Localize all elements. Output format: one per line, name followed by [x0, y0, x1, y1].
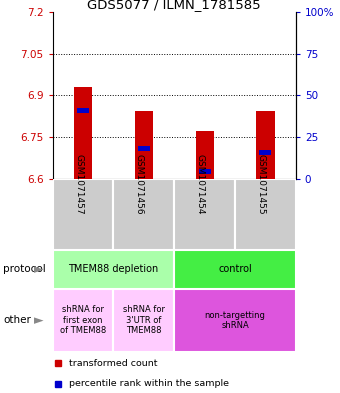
- Bar: [53, 250, 174, 289]
- Bar: [77, 108, 89, 113]
- Text: GSM1071456: GSM1071456: [135, 154, 144, 215]
- Bar: [138, 146, 150, 151]
- Text: control: control: [218, 264, 252, 274]
- Title: GDS5077 / ILMN_1781585: GDS5077 / ILMN_1781585: [87, 0, 261, 11]
- Bar: [195, 132, 214, 179]
- Bar: [135, 110, 153, 179]
- Text: non-targetting
shRNA: non-targetting shRNA: [205, 310, 266, 330]
- Text: ►: ►: [34, 263, 44, 276]
- Text: ►: ►: [34, 314, 44, 327]
- Text: other: other: [3, 315, 31, 325]
- Bar: [114, 289, 174, 352]
- Text: protocol: protocol: [3, 264, 46, 274]
- Bar: [114, 179, 174, 250]
- Text: shRNA for
first exon
of TMEM88: shRNA for first exon of TMEM88: [60, 305, 106, 335]
- Bar: [53, 289, 114, 352]
- Text: GSM1071457: GSM1071457: [74, 154, 83, 215]
- Bar: [259, 150, 271, 155]
- Bar: [74, 87, 92, 179]
- Text: TMEM88 depletion: TMEM88 depletion: [68, 264, 158, 274]
- Bar: [199, 169, 210, 174]
- Text: percentile rank within the sample: percentile rank within the sample: [68, 379, 228, 388]
- Bar: [174, 289, 296, 352]
- Bar: [235, 179, 296, 250]
- Text: shRNA for
3'UTR of
TMEM88: shRNA for 3'UTR of TMEM88: [123, 305, 165, 335]
- Bar: [174, 179, 235, 250]
- Text: transformed count: transformed count: [68, 359, 157, 368]
- Text: GSM1071454: GSM1071454: [195, 154, 205, 215]
- Bar: [256, 110, 274, 179]
- Bar: [174, 250, 296, 289]
- Text: GSM1071455: GSM1071455: [256, 154, 266, 215]
- Bar: [53, 179, 114, 250]
